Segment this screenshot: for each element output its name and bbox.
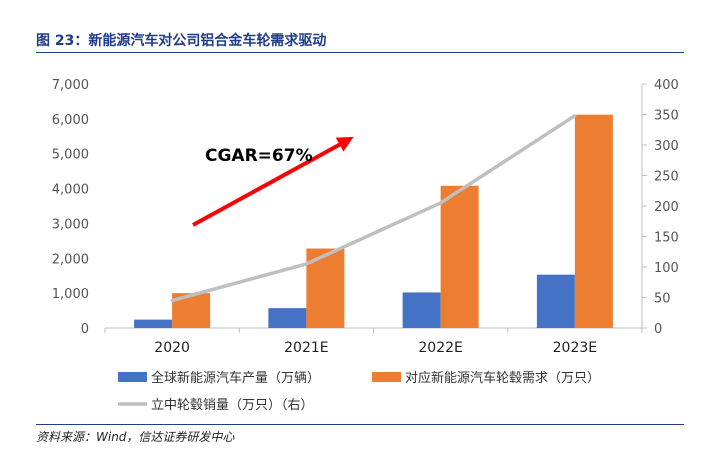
- y-right-tick-label: 350: [654, 109, 679, 124]
- y-right-tick-label: 150: [654, 231, 679, 246]
- cagr-annotation: CGAR=67%: [205, 146, 313, 166]
- line-lizhong-sales: [171, 114, 576, 303]
- line-point: [573, 114, 577, 118]
- y-left-tick-label: 1,000: [52, 287, 89, 302]
- title-divider: [36, 52, 684, 53]
- bar-ev-production: [402, 292, 441, 328]
- source-divider: [36, 424, 684, 425]
- y-left-tick-label: 2,000: [52, 252, 89, 267]
- y-left-tick-label: 6,000: [52, 113, 89, 128]
- x-category-label: 2022E: [418, 340, 462, 356]
- y-right-tick-label: 400: [654, 78, 679, 93]
- x-category-label: 2020: [154, 340, 190, 356]
- line-point: [170, 299, 174, 303]
- figure-title: 图 23：新能源汽车对公司铝合金车轮需求驱动: [36, 33, 327, 49]
- y-left-tick-label: 3,000: [52, 217, 89, 232]
- legend-label: 立中轮毂销量（万只）（右）: [151, 398, 314, 413]
- y-right-tick-label: 250: [654, 170, 679, 185]
- y-right-tick-label: 200: [654, 200, 679, 215]
- legend-swatch: [118, 372, 147, 382]
- bar-ev-production: [536, 274, 575, 328]
- y-right-tick-label: 100: [654, 261, 679, 276]
- growth-arrow: [192, 136, 354, 227]
- bar-wheel-demand: [440, 185, 479, 328]
- line-point: [439, 201, 443, 205]
- x-category-label: 2023E: [553, 340, 597, 356]
- x-category-label: 2021E: [284, 340, 328, 356]
- legend-swatch: [372, 372, 401, 382]
- y-left-tick-label: 0: [81, 322, 89, 337]
- legend-label: 对应新能源汽车轮毂需求（万只）: [405, 370, 600, 386]
- source-note: 资料来源：Wind，信达证券研发中心: [36, 430, 235, 444]
- y-left-tick-label: 5,000: [52, 148, 89, 163]
- y-right-tick-label: 50: [654, 292, 671, 307]
- bar-ev-production: [134, 319, 173, 328]
- y-right-tick-label: 0: [654, 322, 662, 337]
- y-right-tick-label: 300: [654, 139, 679, 154]
- legend-label: 全球新能源汽车产量（万辆）: [151, 370, 320, 386]
- y-left-tick-label: 4,000: [52, 183, 89, 198]
- bar-ev-production: [268, 308, 307, 328]
- line-point: [304, 262, 308, 266]
- bar-wheel-demand: [574, 114, 613, 328]
- y-left-tick-label: 7,000: [52, 78, 89, 93]
